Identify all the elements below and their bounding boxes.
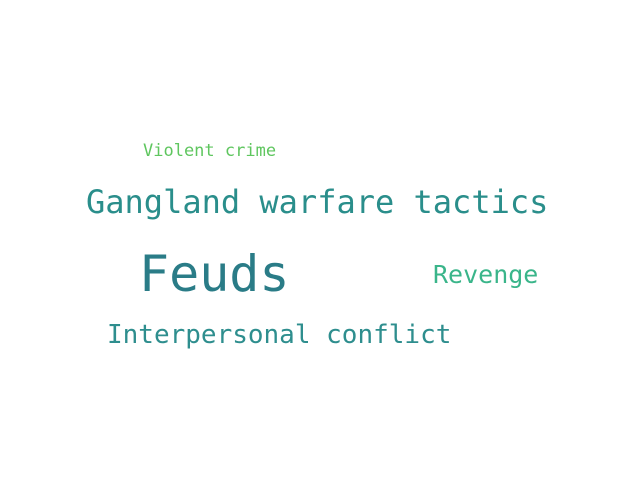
word-feuds: Feuds [139,245,290,303]
word-gangland-warfare-tactics: Gangland warfare tactics [86,183,549,221]
word-revenge: Revenge [433,260,539,289]
word-interpersonal-conflict: Interpersonal conflict [107,320,452,350]
word-violent-crime: Violent crime [143,141,277,161]
